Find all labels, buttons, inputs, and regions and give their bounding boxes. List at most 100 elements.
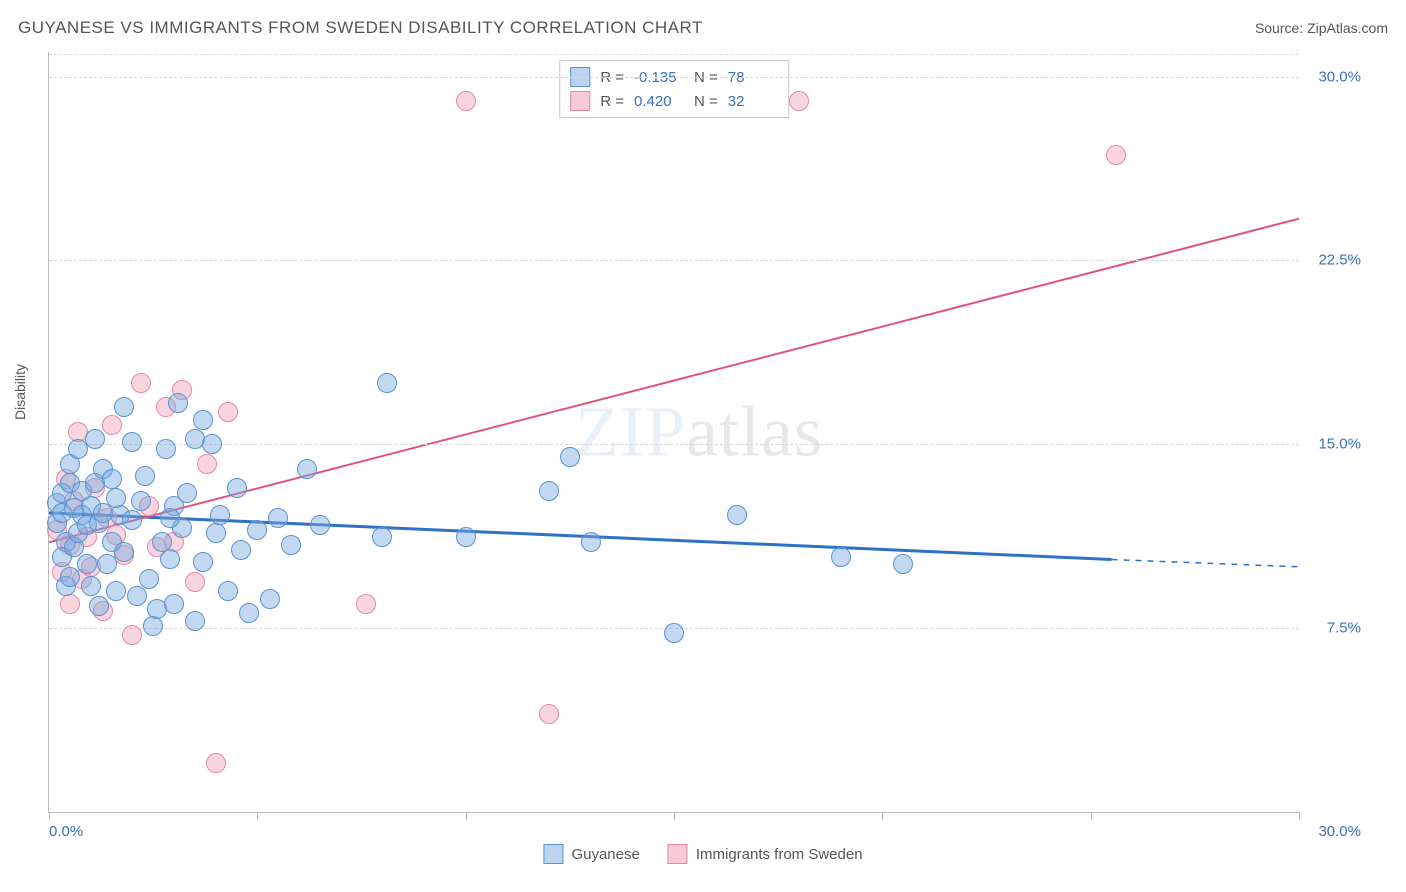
x-tick-label-right: 30.0% bbox=[1318, 823, 1361, 840]
data-point bbox=[102, 469, 122, 489]
data-point bbox=[247, 520, 267, 540]
stat-legend-box: R = -0.135 N = 78 R = 0.420 N = 32 bbox=[559, 60, 789, 118]
data-point bbox=[831, 547, 851, 567]
legend-swatch-pink-icon bbox=[668, 844, 688, 864]
data-point bbox=[239, 603, 259, 623]
gridline-h bbox=[49, 54, 1299, 55]
data-point bbox=[168, 393, 188, 413]
chart-title: GUYANESE VS IMMIGRANTS FROM SWEDEN DISAB… bbox=[18, 18, 703, 38]
data-point bbox=[106, 581, 126, 601]
data-point bbox=[193, 552, 213, 572]
n-value-2: 32 bbox=[728, 93, 778, 110]
data-point bbox=[789, 91, 809, 111]
data-point bbox=[231, 540, 251, 560]
y-tick-label: 15.0% bbox=[1318, 436, 1361, 453]
x-tick bbox=[49, 812, 50, 820]
data-point bbox=[143, 616, 163, 636]
data-point bbox=[122, 510, 142, 530]
data-point bbox=[185, 611, 205, 631]
data-point bbox=[227, 478, 247, 498]
data-point bbox=[456, 527, 476, 547]
legend-label-1: Guyanese bbox=[571, 846, 639, 863]
bottom-legend: Guyanese Immigrants from Sweden bbox=[543, 844, 862, 864]
data-point bbox=[539, 704, 559, 724]
x-tick bbox=[674, 812, 675, 820]
data-point bbox=[310, 515, 330, 535]
x-tick bbox=[1299, 812, 1300, 820]
data-point bbox=[97, 554, 117, 574]
r-value-2: 0.420 bbox=[634, 93, 684, 110]
data-point bbox=[893, 554, 913, 574]
data-point bbox=[218, 581, 238, 601]
y-tick-label: 30.0% bbox=[1318, 68, 1361, 85]
x-tick bbox=[257, 812, 258, 820]
x-tick bbox=[466, 812, 467, 820]
x-tick-label-left: 0.0% bbox=[49, 823, 83, 840]
data-point bbox=[106, 488, 126, 508]
swatch-pink-icon bbox=[570, 91, 590, 111]
x-tick bbox=[1091, 812, 1092, 820]
data-point bbox=[260, 589, 280, 609]
y-tick-label: 7.5% bbox=[1327, 620, 1361, 637]
r-label-2: R = bbox=[600, 93, 624, 110]
trend-lines-svg bbox=[49, 52, 1299, 812]
data-point bbox=[560, 447, 580, 467]
data-point bbox=[539, 481, 559, 501]
y-axis-label: Disability bbox=[12, 364, 28, 420]
data-point bbox=[127, 586, 147, 606]
trendline-dashed bbox=[1112, 559, 1300, 566]
data-point bbox=[206, 753, 226, 773]
legend-item-1: Guyanese bbox=[543, 844, 639, 864]
legend-swatch-blue-icon bbox=[543, 844, 563, 864]
data-point bbox=[1106, 145, 1126, 165]
data-point bbox=[77, 554, 97, 574]
data-point bbox=[581, 532, 601, 552]
stat-legend-row-2: R = 0.420 N = 32 bbox=[570, 89, 778, 113]
data-point bbox=[122, 432, 142, 452]
legend-label-2: Immigrants from Sweden bbox=[696, 846, 863, 863]
data-point bbox=[281, 535, 301, 555]
data-point bbox=[185, 572, 205, 592]
legend-item-2: Immigrants from Sweden bbox=[668, 844, 863, 864]
data-point bbox=[102, 415, 122, 435]
data-point bbox=[377, 373, 397, 393]
data-point bbox=[372, 527, 392, 547]
data-point bbox=[131, 373, 151, 393]
data-point bbox=[160, 549, 180, 569]
data-point bbox=[164, 594, 184, 614]
source-label: Source: ZipAtlas.com bbox=[1255, 20, 1388, 36]
data-point bbox=[356, 594, 376, 614]
data-point bbox=[727, 505, 747, 525]
data-point bbox=[114, 397, 134, 417]
data-point bbox=[160, 508, 180, 528]
data-point bbox=[210, 505, 230, 525]
chart-header: GUYANESE VS IMMIGRANTS FROM SWEDEN DISAB… bbox=[18, 18, 1388, 38]
data-point bbox=[60, 567, 80, 587]
n-label-2: N = bbox=[694, 93, 718, 110]
chart-plot-area: ZIPatlas R = -0.135 N = 78 R = 0.420 N =… bbox=[48, 52, 1299, 813]
data-point bbox=[218, 402, 238, 422]
data-point bbox=[197, 454, 217, 474]
gridline-h bbox=[49, 260, 1299, 261]
data-point bbox=[664, 623, 684, 643]
data-point bbox=[81, 576, 101, 596]
data-point bbox=[268, 508, 288, 528]
data-point bbox=[85, 429, 105, 449]
data-point bbox=[177, 483, 197, 503]
data-point bbox=[60, 594, 80, 614]
data-point bbox=[139, 569, 159, 589]
data-point bbox=[135, 466, 155, 486]
gridline-h bbox=[49, 444, 1299, 445]
data-point bbox=[202, 434, 222, 454]
data-point bbox=[156, 439, 176, 459]
x-tick bbox=[882, 812, 883, 820]
data-point bbox=[297, 459, 317, 479]
data-point bbox=[122, 625, 142, 645]
data-point bbox=[131, 491, 151, 511]
data-point bbox=[193, 410, 213, 430]
data-point bbox=[89, 596, 109, 616]
data-point bbox=[114, 542, 134, 562]
gridline-h bbox=[49, 77, 1299, 78]
data-point bbox=[456, 91, 476, 111]
y-tick-label: 22.5% bbox=[1318, 252, 1361, 269]
